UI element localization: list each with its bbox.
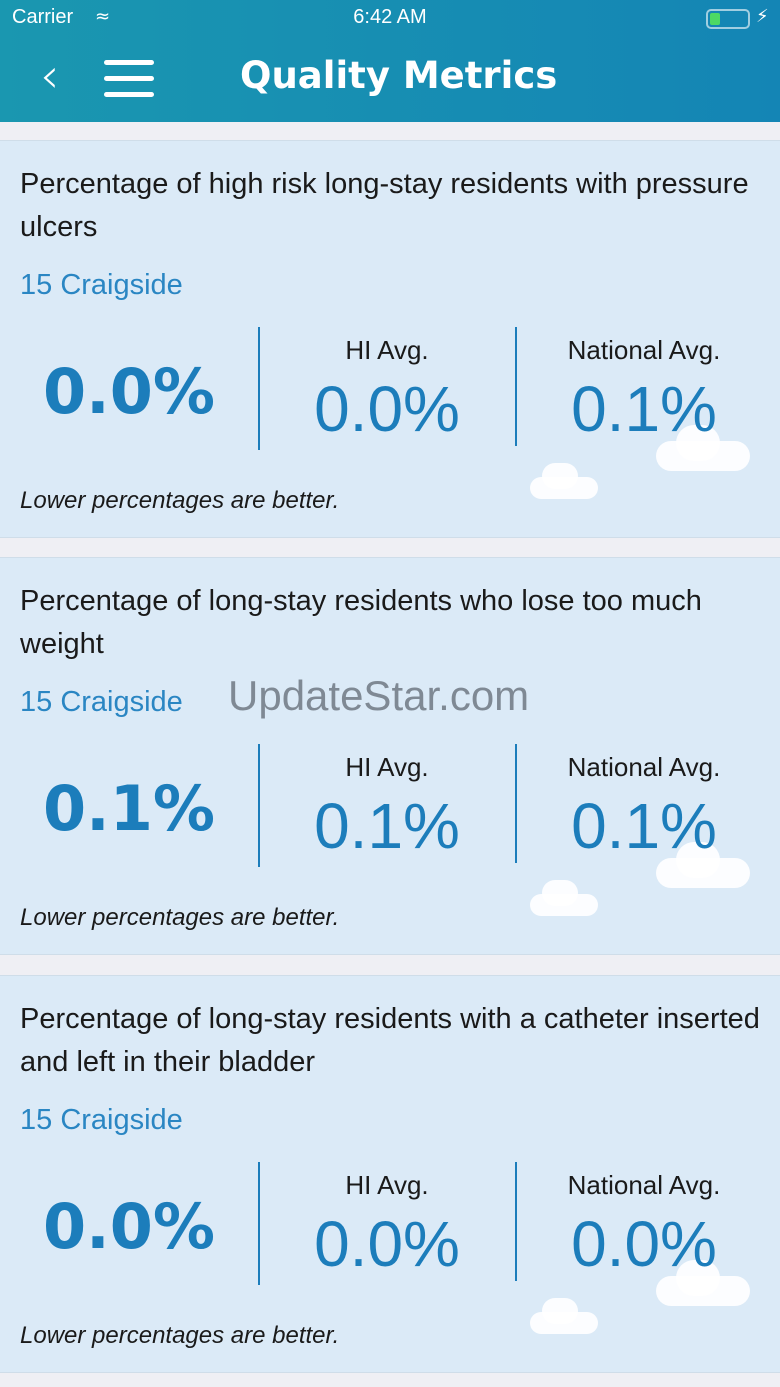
- metric-card: Percentage of long-stay residents with a…: [0, 975, 780, 1373]
- divider: [515, 744, 517, 863]
- carrier-label: Carrier: [12, 6, 74, 28]
- hi-avg-value: 0.1%: [314, 790, 460, 862]
- watermark: UpdateStar.com: [228, 672, 530, 719]
- metric-note: Lower percentages are better.: [20, 487, 340, 514]
- wifi-icon: ≈: [95, 6, 111, 27]
- metric-title: Percentage of long-stay residents who lo…: [20, 585, 702, 660]
- national-avg-label: National Avg.: [567, 752, 721, 782]
- menu-icon[interactable]: [104, 60, 154, 98]
- facility-name[interactable]: 15 Craigside: [20, 1104, 183, 1136]
- metric-title: Percentage of high risk long-stay reside…: [20, 168, 749, 243]
- charging-icon: ⚡: [756, 6, 769, 27]
- metric-title: Percentage of long-stay residents with a…: [20, 1003, 760, 1078]
- clock: 6:42 AM: [353, 6, 427, 28]
- nav-header: Carrier ≈ 6:42 AM ⚡ ‹ Quality Metrics: [0, 0, 780, 122]
- national-avg-label: National Avg.: [567, 1170, 721, 1200]
- divider: [258, 327, 260, 450]
- metric-note: Lower percentages are better.: [20, 904, 340, 931]
- divider: [258, 744, 260, 867]
- page-title: Quality Metrics: [240, 54, 558, 97]
- hi-average: HI Avg. 0.0%: [258, 1162, 516, 1281]
- national-avg-value: 0.1%: [571, 790, 717, 862]
- hi-avg-value: 0.0%: [314, 1208, 460, 1280]
- hi-avg-value: 0.0%: [314, 373, 460, 445]
- hi-avg-label: HI Avg.: [345, 752, 429, 782]
- battery-icon: [706, 9, 750, 29]
- divider: [515, 327, 517, 446]
- hi-average: HI Avg. 0.1%: [258, 744, 516, 863]
- national-average: National Avg. 0.1%: [515, 744, 773, 863]
- facility-value: 0.0%: [43, 355, 215, 428]
- metric-note: Lower percentages are better.: [20, 1322, 340, 1349]
- national-average: National Avg. 0.0%: [515, 1162, 773, 1281]
- national-avg-value: 0.1%: [571, 373, 717, 445]
- hi-average: HI Avg. 0.0%: [258, 327, 516, 446]
- divider: [258, 1162, 260, 1285]
- facility-name[interactable]: 15 Craigside: [20, 269, 183, 301]
- facility-value: 0.1%: [43, 772, 215, 845]
- national-average: National Avg. 0.1%: [515, 327, 773, 446]
- facility-name[interactable]: 15 Craigside: [20, 686, 183, 718]
- facility-value: 0.0%: [43, 1190, 215, 1263]
- hi-avg-label: HI Avg.: [345, 1170, 429, 1200]
- hi-avg-label: HI Avg.: [345, 335, 429, 365]
- national-avg-value: 0.0%: [571, 1208, 717, 1280]
- back-button[interactable]: ‹: [40, 48, 60, 104]
- metric-card: Percentage of long-stay residents who lo…: [0, 557, 780, 955]
- national-avg-label: National Avg.: [567, 335, 721, 365]
- metric-card: Percentage of high risk long-stay reside…: [0, 140, 780, 538]
- divider: [515, 1162, 517, 1281]
